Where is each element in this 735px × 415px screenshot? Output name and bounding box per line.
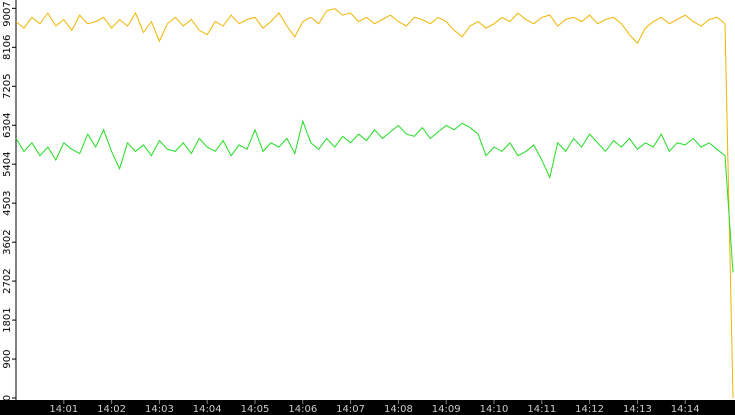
y-tick-label: 1801: [2, 307, 13, 332]
x-tick-label: 14:13: [623, 404, 652, 415]
x-tick-label: 14:07: [336, 404, 365, 415]
x-tick-label: 14:01: [49, 404, 78, 415]
x-axis-band: [0, 400, 735, 415]
x-tick-label: 14:06: [288, 404, 317, 415]
x-tick-label: 14:10: [480, 404, 509, 415]
y-tick-label: 6304: [2, 113, 13, 138]
y-tick-label: 3602: [2, 229, 13, 254]
series-line: [15, 119, 734, 273]
x-tick-label: 14:12: [575, 404, 604, 415]
x-tick-label: 14:14: [671, 404, 700, 415]
y-tick-label: 8106: [2, 35, 13, 60]
y-tick-label: 0: [2, 395, 13, 401]
x-tick-label: 14:11: [527, 404, 556, 415]
x-tick-label: 14:03: [145, 404, 174, 415]
y-tick-label: 9007: [2, 1, 13, 26]
x-tick-label: 14:04: [193, 404, 222, 415]
x-tick-label: 14:02: [97, 404, 126, 415]
series-line: [15, 8, 734, 399]
x-tick-label: 14:08: [384, 404, 413, 415]
y-tick-label: 900: [2, 350, 13, 369]
y-tick-label: 4503: [2, 190, 13, 215]
y-tick-label: 7205: [2, 74, 13, 99]
y-tick-label: 2702: [2, 268, 13, 293]
x-tick-label: 14:05: [241, 404, 270, 415]
x-tick-label: 14:09: [432, 404, 461, 415]
y-tick-label: 5404: [2, 151, 13, 176]
